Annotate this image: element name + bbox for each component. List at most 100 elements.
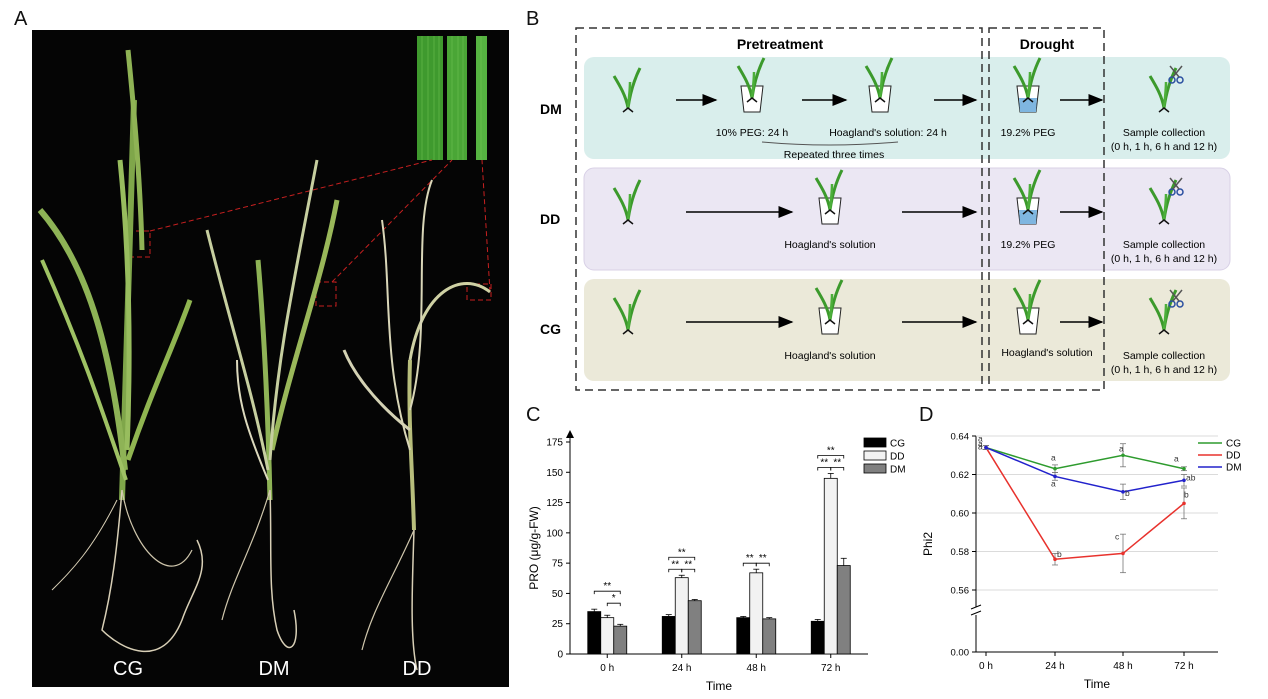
legend-label-dd: DD	[1226, 451, 1240, 462]
panel-letter-c: C	[526, 404, 541, 426]
point-dd	[1121, 551, 1125, 556]
y-tick-label: 50	[552, 589, 564, 600]
plant-illustration: CG DM DD	[37, 36, 492, 680]
bar-cg	[587, 611, 602, 655]
row-label-dd: DD	[540, 211, 560, 227]
sig-letter-dm: a	[1051, 478, 1056, 488]
sig-letter-cg: a	[978, 434, 983, 444]
point-dd	[1182, 501, 1186, 506]
sig-mark: **	[671, 559, 679, 570]
y-tick-label: 0.58	[951, 547, 970, 558]
sig-bracket	[593, 590, 621, 595]
bar-dd	[674, 577, 689, 655]
cg-sample1: Sample collection	[1123, 350, 1205, 362]
point-dm	[1182, 478, 1186, 483]
drought-label: Drought	[1020, 36, 1075, 52]
bar-dd	[823, 477, 838, 655]
dm-step1: 10% PEG: 24 h	[716, 127, 789, 139]
pretreatment-box	[575, 27, 983, 391]
row-label-dm: DM	[540, 101, 562, 117]
dm-sample2: (0 h, 1 h, 6 h and 12 h)	[1111, 141, 1217, 153]
y-tick-label: 175	[546, 438, 563, 449]
phi2-line-chart: 0.00 0.56 0.58 0.60 0.62 0.64 0 h 24 h 48 h 72 h a…	[921, 432, 1242, 692]
bar-cg	[661, 616, 676, 655]
sig-mark: **	[678, 547, 686, 558]
sig-bracket	[830, 467, 845, 471]
legend-label-dm: DM	[890, 465, 906, 476]
legend-label-cg: CG	[1226, 439, 1241, 450]
x-axis-title: Time	[1084, 677, 1111, 691]
sig-mark: *	[612, 593, 616, 604]
sig-letter-cg: a	[1051, 453, 1056, 463]
point-cg	[1053, 466, 1057, 471]
sig-letter-dd: a	[978, 442, 983, 452]
x-tick-label: 0 h	[600, 663, 614, 674]
line-dd	[985, 447, 1185, 560]
sig-bracket	[681, 568, 696, 573]
bar-cg	[810, 620, 825, 655]
bar-dm	[836, 565, 851, 655]
sig-bracket	[668, 556, 696, 561]
plant-label-dd: DD	[403, 658, 432, 680]
plant-dm	[205, 159, 340, 649]
cg-sample2: (0 h, 1 h, 6 h and 12 h)	[1111, 364, 1217, 376]
sig-mark: **	[759, 553, 767, 564]
sig-mark: **	[603, 581, 611, 592]
point-dm	[1053, 474, 1057, 479]
x-tick-label: 72 h	[821, 663, 840, 674]
cg-drought: Hoagland's solution	[1001, 347, 1092, 359]
sig-mark: **	[833, 457, 841, 468]
dm-step2: Hoagland's solution: 24 h	[829, 127, 947, 139]
y-tick-label: 0.64	[951, 432, 970, 443]
bar-dm	[687, 600, 702, 655]
sig-bracket	[606, 602, 621, 607]
sig-letter-dd: b	[1184, 489, 1189, 499]
y-tick-label: 25	[552, 619, 564, 630]
plant-cg	[37, 49, 204, 652]
y-tick-label: 0.56	[951, 586, 970, 597]
panel-letter-b: B	[526, 8, 540, 30]
sig-letter-dm: a	[978, 439, 983, 449]
dm-sample1: Sample collection	[1123, 127, 1205, 139]
dm-drought: 19.2% PEG	[1001, 127, 1056, 139]
bar-dm	[613, 625, 628, 655]
bar-dm	[762, 618, 777, 655]
bar-dd	[749, 572, 764, 655]
line-dm	[985, 446, 1185, 493]
sig-mark: **	[820, 457, 828, 468]
y-axis-title: Phi2	[921, 532, 935, 556]
legend-label-dd: DD	[890, 452, 904, 463]
point-dd	[1053, 557, 1057, 561]
axis-break	[970, 610, 982, 616]
drought-box	[988, 27, 1105, 391]
pretreatment-label: Pretreatment	[737, 36, 824, 52]
leaf-inset	[417, 36, 487, 160]
dd-drought: 19.2% PEG	[1001, 239, 1056, 251]
point-dm	[984, 445, 988, 450]
dm-repeat: Repeated three times	[784, 149, 884, 161]
plant-dd	[342, 179, 491, 671]
legend-label-dm: DM	[1226, 463, 1242, 474]
line-cg	[985, 446, 1185, 470]
x-tick-label: 72 h	[1174, 661, 1193, 672]
panel-letter-a: A	[14, 8, 28, 30]
sig-letter-cg: a	[1119, 443, 1124, 453]
sig-mark: **	[684, 559, 692, 570]
bar-cg	[736, 617, 751, 655]
legend-swatch-dd	[863, 450, 887, 461]
x-tick-label: 24 h	[1045, 661, 1064, 672]
plant-label-cg: CG	[113, 658, 143, 680]
y-tick-label: 0	[557, 650, 563, 661]
axis-break	[970, 604, 982, 610]
x-tick-label: 48 h	[1113, 661, 1132, 672]
experiment-diagram: Pretreatment Drought DM 10% PEG: 24 h Ho…	[540, 27, 1231, 391]
cg-step1: Hoagland's solution	[784, 350, 875, 362]
sig-letter-dm: ab	[1186, 472, 1196, 482]
panel-letter-d: D	[919, 404, 934, 426]
y-tick-label: 0.60	[951, 509, 970, 520]
row-label-cg: CG	[540, 321, 561, 337]
dd-sample2: (0 h, 1 h, 6 h and 12 h)	[1111, 253, 1217, 265]
y-tick-label: 100	[546, 528, 563, 539]
y-tick-label: 0.62	[951, 470, 970, 481]
